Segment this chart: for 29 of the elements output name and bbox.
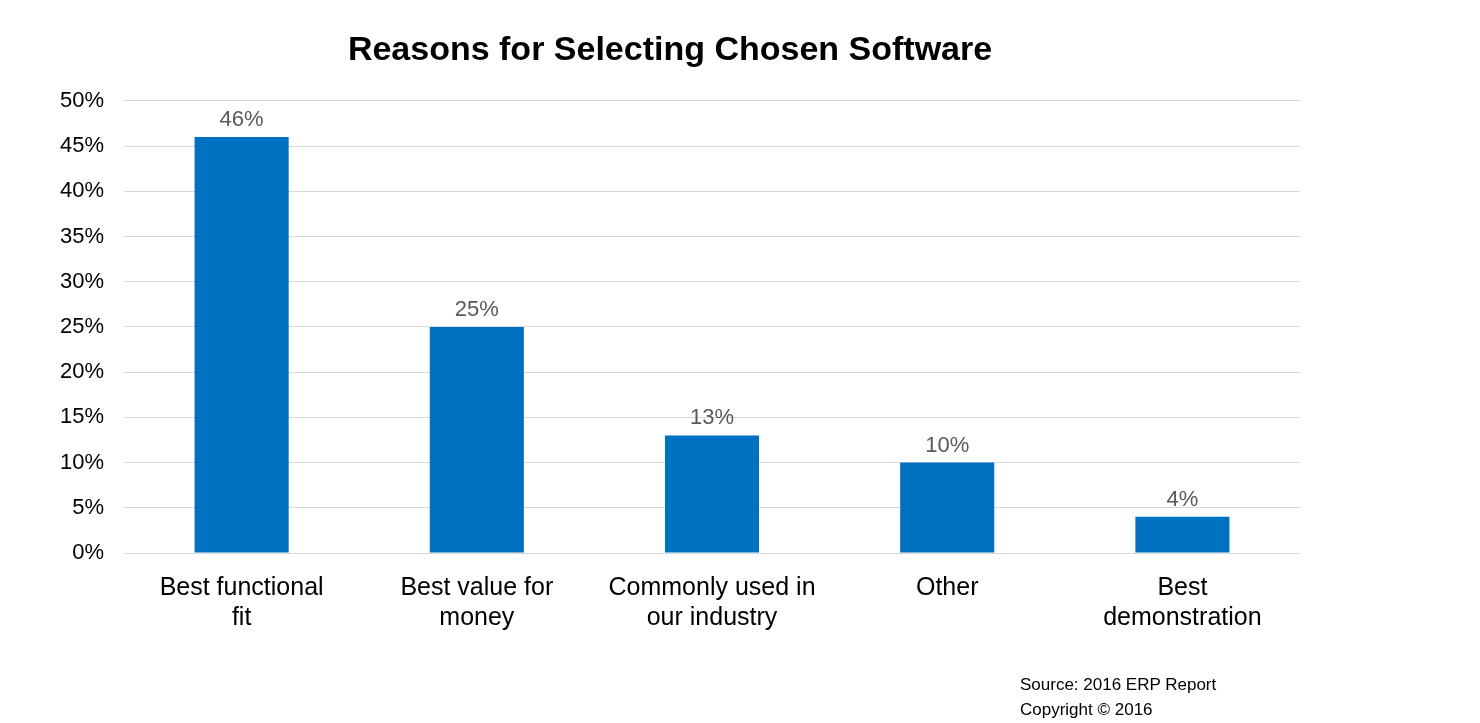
bar (900, 462, 995, 553)
chart-title: Reasons for Selecting Chosen Software (347, 28, 993, 67)
y-tick-label: 15% (59, 403, 105, 429)
bar (1135, 516, 1230, 553)
bar (194, 136, 289, 553)
y-tick-label: 25% (59, 312, 105, 338)
source-note: Source: 2016 ERP Report (1020, 675, 1217, 694)
y-tick-label: 40% (59, 177, 105, 203)
y-tick-label: 0% (72, 539, 105, 565)
y-tick-label: 10% (59, 448, 105, 474)
data-label: 10% (925, 431, 970, 457)
x-tick-label: Other (915, 571, 979, 600)
text: Copyright © 2016 (1020, 700, 1153, 719)
y-tick-label: 50% (59, 86, 105, 112)
y-tick-label: 20% (59, 358, 105, 384)
bar (429, 326, 524, 553)
data-label: 25% (454, 295, 499, 321)
x-tick-label: Best functional fit (159, 571, 324, 630)
y-tick-label: 45% (59, 132, 105, 158)
x-tick-label: Best demonstration (1103, 571, 1262, 630)
y-tick-label: 30% (59, 267, 105, 293)
y-tick-label: 35% (59, 222, 105, 248)
data-label: 46% (219, 106, 264, 132)
x-tick-label: Commonly used in our industry (608, 571, 816, 630)
data-label: 4% (1166, 485, 1199, 511)
bar (664, 435, 760, 553)
data-label: 13% (689, 404, 735, 430)
y-tick-label: 5% (72, 493, 105, 519)
x-tick-label: Best value for money (400, 571, 554, 630)
